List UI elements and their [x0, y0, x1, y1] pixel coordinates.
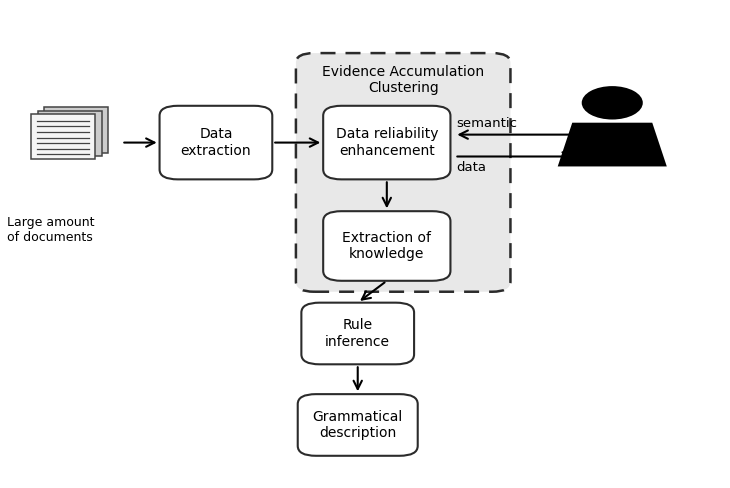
- FancyBboxPatch shape: [298, 394, 418, 456]
- Text: Data reliability
enhancement: Data reliability enhancement: [336, 127, 438, 158]
- FancyBboxPatch shape: [45, 107, 108, 153]
- FancyBboxPatch shape: [296, 53, 510, 292]
- FancyBboxPatch shape: [323, 211, 450, 281]
- Text: Data
extraction: Data extraction: [180, 127, 251, 158]
- Text: Extraction of
knowledge: Extraction of knowledge: [342, 231, 431, 261]
- FancyBboxPatch shape: [323, 106, 450, 180]
- Text: semantic: semantic: [456, 117, 517, 130]
- Polygon shape: [558, 122, 666, 166]
- Text: Rule
inference: Rule inference: [326, 318, 391, 348]
- FancyBboxPatch shape: [160, 106, 272, 180]
- FancyBboxPatch shape: [38, 111, 101, 156]
- Text: Large amount
of documents: Large amount of documents: [7, 216, 95, 244]
- Text: data: data: [456, 161, 486, 174]
- Text: Grammatical
description: Grammatical description: [312, 410, 403, 440]
- FancyBboxPatch shape: [301, 303, 414, 365]
- FancyBboxPatch shape: [31, 114, 95, 160]
- Circle shape: [582, 86, 643, 120]
- Text: Evidence Accumulation
Clustering: Evidence Accumulation Clustering: [322, 65, 484, 95]
